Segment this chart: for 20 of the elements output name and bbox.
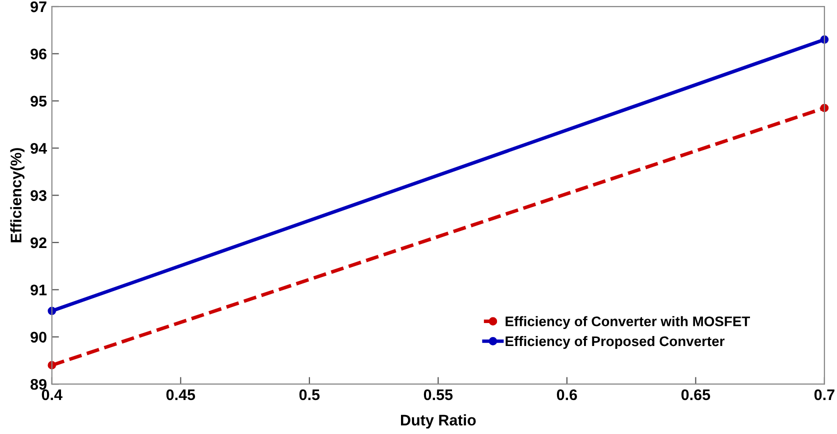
y-tick-label: 94: [30, 142, 47, 154]
x-tick-label: 0.55: [424, 389, 453, 400]
y-tick-label: 96: [30, 48, 46, 60]
y-tick-label: 91: [30, 284, 47, 296]
y-tick-label: 90: [30, 332, 46, 343]
y-tick-label: 89: [30, 378, 46, 390]
y-tick-label: 92: [30, 237, 46, 248]
y-tick-label: 95: [30, 96, 47, 107]
x-tick-label: 0.4: [42, 389, 62, 400]
x-tick-label: 0.5: [299, 389, 320, 400]
x-tick-label: 0.7: [814, 389, 834, 400]
y-axis-title: Efficiency(%): [10, 148, 24, 242]
x-tick-label: 0.45: [166, 389, 196, 400]
y-tick-label: 97: [30, 1, 46, 12]
x-tick-label: 0.6: [556, 389, 577, 400]
legend-label: Efficiency of Proposed Converter: [506, 336, 724, 349]
x-tick-label: 0.65: [681, 389, 710, 400]
legend-label: Efficiency of Converter with MOSFET: [506, 316, 750, 330]
x-axis-title: Duty Ratio: [401, 414, 476, 429]
y-tick-label: 93: [30, 190, 46, 202]
